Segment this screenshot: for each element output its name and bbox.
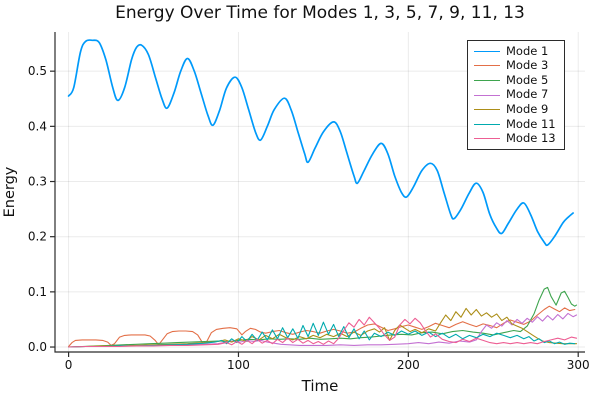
x-axis-label: Time: [301, 377, 339, 395]
legend-entry-mode-9: Mode 9: [474, 102, 556, 117]
series-line-mode-5: [68, 286, 578, 348]
y-tick-label: 0.0: [28, 340, 47, 354]
series-line-mode-13: [68, 316, 578, 348]
chart-title: Energy Over Time for Modes 1, 3, 5, 7, 9…: [115, 3, 525, 23]
legend-entry-mode-13: Mode 13: [474, 132, 556, 147]
legend: Mode 1 Mode 3 Mode 5 Mode 7 Mode 9 Mode 11 Mod…: [467, 40, 565, 151]
series-line-mode-11: [68, 321, 576, 348]
legend-entry-mode-1: Mode 1: [474, 44, 556, 59]
legend-swatch-mode-13: [474, 138, 500, 140]
legend-label-mode-7: Mode 7: [506, 87, 549, 102]
y-tick-label: 0.2: [28, 230, 47, 244]
series-line-mode-7: [68, 312, 578, 348]
legend-swatch-mode-3: [474, 65, 500, 67]
legend-swatch-mode-1: [474, 50, 500, 52]
x-tick-label: 0: [65, 358, 73, 372]
series-line-mode-9: [68, 307, 578, 348]
series-line-mode-3: [68, 305, 576, 348]
legend-label-mode-1: Mode 1: [506, 43, 549, 58]
legend-label-mode-5: Mode 5: [506, 72, 549, 87]
x-tick-label: 200: [397, 358, 420, 372]
y-tick-label: 0.1: [28, 285, 47, 299]
x-tick-label: 300: [567, 358, 590, 372]
y-tick-label: 0.5: [28, 64, 47, 78]
legend-label-mode-9: Mode 9: [506, 101, 549, 116]
legend-label-mode-11: Mode 11: [506, 116, 556, 131]
legend-entry-mode-5: Mode 5: [474, 73, 556, 88]
legend-swatch-mode-9: [474, 109, 500, 111]
legend-swatch-mode-7: [474, 94, 500, 96]
legend-label-mode-13: Mode 13: [506, 131, 556, 146]
series-line-mode-1: [67, 39, 574, 247]
legend-entry-mode-3: Mode 3: [474, 59, 556, 74]
legend-entry-mode-11: Mode 11: [474, 117, 556, 132]
y-tick-label: 0.4: [28, 119, 47, 133]
legend-swatch-mode-5: [474, 79, 500, 81]
legend-label-mode-3: Mode 3: [506, 58, 549, 73]
x-tick-label: 100: [227, 358, 250, 372]
y-tick-label: 0.3: [28, 175, 47, 189]
legend-entry-mode-7: Mode 7: [474, 88, 556, 103]
legend-swatch-mode-11: [474, 123, 500, 125]
